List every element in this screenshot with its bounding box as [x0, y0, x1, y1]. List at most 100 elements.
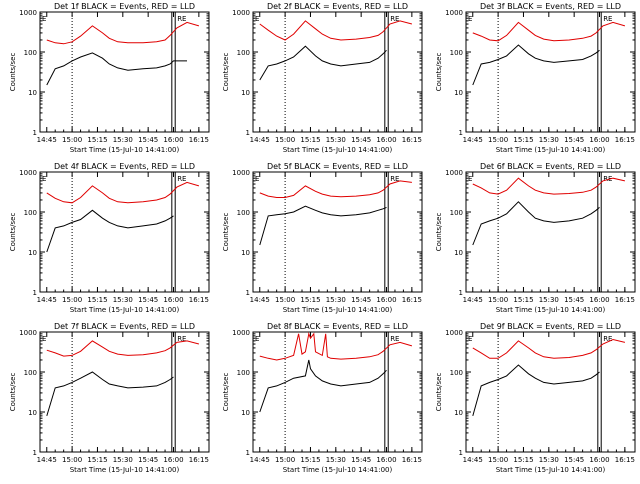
- series-lld-line: [472, 338, 626, 359]
- x-tick-label: 15:45: [138, 296, 158, 304]
- x-tick-label: 15:30: [113, 296, 133, 304]
- x-tick-label: 15:30: [113, 136, 133, 144]
- panel-title: Det 2f BLACK = Events, RED = LLD: [267, 2, 408, 11]
- x-tick-label: 15:00: [275, 456, 295, 464]
- marker-label: RE: [603, 175, 612, 183]
- y-axis-label: Counts/sec: [222, 213, 230, 252]
- y-tick-label: 1000: [232, 329, 250, 337]
- y-tick-label: 100: [24, 49, 37, 57]
- x-tick-label: 15:00: [62, 456, 82, 464]
- x-tick-label: 15:45: [564, 456, 584, 464]
- y-tick-label: 1000: [445, 329, 463, 337]
- x-tick-label: 15:15: [513, 456, 533, 464]
- series-events-line: [46, 52, 187, 86]
- x-tick-label: 16:15: [615, 456, 635, 464]
- series-lld-line: [259, 331, 413, 361]
- marker-label: RE: [390, 15, 399, 23]
- x-tick-label: 15:30: [539, 456, 559, 464]
- x-tick-label: 16:00: [589, 136, 609, 144]
- x-tick-label: 15:45: [564, 296, 584, 304]
- x-tick-label: 15:00: [275, 136, 295, 144]
- panel-title: Det 5f BLACK = Events, RED = LLD: [267, 162, 408, 171]
- y-tick-label: 1000: [445, 9, 463, 17]
- y-tick-label: 10: [241, 409, 250, 417]
- marker-label: E: [468, 15, 472, 23]
- panel-det-5: Det 5f BLACK = Events, RED = LLD 1 10 100 10…: [222, 162, 423, 314]
- series-events-line: [472, 44, 600, 86]
- x-tick-label: 15:30: [539, 296, 559, 304]
- x-axis-label: Start Time (15-Jul-10 14:41:00): [283, 306, 393, 314]
- y-axis-label: Counts/sec: [435, 53, 443, 92]
- y-tick-label: 10: [241, 89, 250, 97]
- y-tick-label: 10: [454, 409, 463, 417]
- plot-frame: [39, 11, 210, 133]
- x-tick-label: 15:15: [87, 456, 107, 464]
- x-tick-label: 15:15: [87, 136, 107, 144]
- plot-frame: [465, 331, 636, 453]
- x-tick-label: 16:00: [163, 456, 183, 464]
- y-tick-label: 100: [450, 209, 463, 217]
- y-tick-label: 1: [33, 289, 37, 297]
- plot-frame: [465, 11, 636, 133]
- x-tick-label: 16:00: [376, 456, 396, 464]
- y-tick-label: 1: [33, 449, 37, 457]
- x-tick-label: 15:45: [351, 296, 371, 304]
- y-axis-label: Counts/sec: [9, 373, 17, 412]
- panel-title: Det 6f BLACK = Events, RED = LLD: [480, 162, 621, 171]
- x-tick-label: 14:45: [250, 136, 270, 144]
- x-tick-label: 15:30: [539, 136, 559, 144]
- marker-label: E: [255, 175, 259, 183]
- y-tick-label: 100: [237, 209, 250, 217]
- x-tick-label: 15:45: [138, 456, 158, 464]
- x-axis-label: Start Time (15-Jul-10 14:41:00): [283, 146, 393, 154]
- x-tick-label: 15:45: [351, 136, 371, 144]
- panel-title: Det 4f BLACK = Events, RED = LLD: [54, 162, 195, 171]
- x-tick-label: 15:15: [300, 456, 320, 464]
- marker-label: RE: [390, 335, 399, 343]
- panel-det-9: Det 9f BLACK = Events, RED = LLD 1 10 100 10…: [435, 322, 636, 474]
- panel-title: Det 8f BLACK = Events, RED = LLD: [267, 322, 408, 331]
- x-tick-label: 15:00: [275, 296, 295, 304]
- series-events-line: [472, 201, 600, 246]
- x-tick-label: 16:15: [189, 456, 209, 464]
- panel-title: Det 9f BLACK = Events, RED = LLD: [480, 322, 621, 331]
- marker-label: E: [255, 15, 259, 23]
- x-tick-label: 15:30: [326, 296, 346, 304]
- x-tick-label: 16:00: [163, 296, 183, 304]
- y-tick-label: 1: [459, 289, 463, 297]
- y-tick-label: 1000: [445, 169, 463, 177]
- series-lld-line: [46, 21, 200, 45]
- series-events-line: [259, 205, 387, 246]
- x-tick-label: 15:15: [513, 296, 533, 304]
- x-tick-label: 15:00: [62, 136, 82, 144]
- x-tick-label: 16:15: [402, 296, 422, 304]
- panel-det-1: Det 1f BLACK = Events, RED = LLD 1 10 100 10…: [9, 2, 210, 154]
- x-tick-label: 14:45: [37, 136, 57, 144]
- x-tick-label: 15:30: [326, 136, 346, 144]
- x-tick-label: 15:15: [300, 136, 320, 144]
- y-axis-label: Counts/sec: [222, 53, 230, 92]
- x-axis-label: Start Time (15-Jul-10 14:41:00): [283, 466, 393, 474]
- panel-det-7: Det 7f BLACK = Events, RED = LLD 1 10 100 10…: [9, 322, 210, 474]
- x-tick-label: 15:30: [113, 456, 133, 464]
- y-tick-label: 1: [459, 129, 463, 137]
- y-axis-label: Counts/sec: [9, 213, 17, 252]
- y-axis-label: Counts/sec: [222, 373, 230, 412]
- x-tick-label: 15:45: [351, 456, 371, 464]
- x-tick-label: 14:45: [463, 296, 483, 304]
- y-tick-label: 10: [28, 249, 37, 257]
- x-tick-label: 15:30: [326, 456, 346, 464]
- x-tick-label: 15:15: [513, 136, 533, 144]
- marker-label: E: [468, 335, 472, 343]
- y-tick-label: 10: [454, 89, 463, 97]
- x-tick-label: 16:15: [615, 136, 635, 144]
- x-tick-label: 16:00: [376, 296, 396, 304]
- y-tick-label: 100: [237, 369, 250, 377]
- y-tick-label: 100: [24, 209, 37, 217]
- series-lld-line: [472, 21, 626, 42]
- x-tick-label: 14:45: [250, 296, 270, 304]
- x-tick-label: 16:00: [163, 136, 183, 144]
- panel-title: Det 7f BLACK = Events, RED = LLD: [54, 322, 195, 331]
